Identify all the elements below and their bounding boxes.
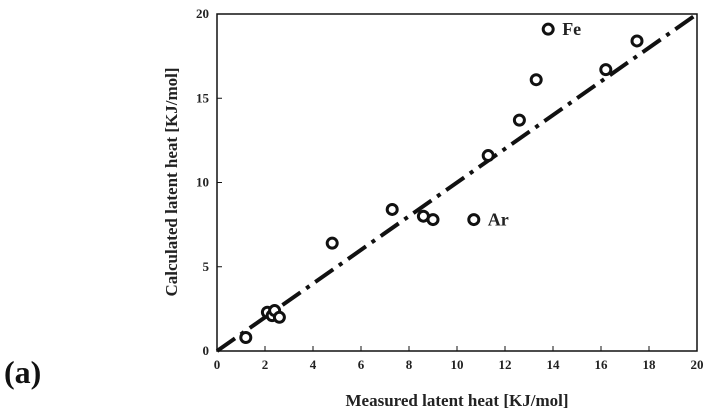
data-point [481,149,495,163]
x-tick-label: 8 [406,357,413,372]
y-axis-ticks: 0 5 10 15 20 [196,6,222,358]
data-point [467,213,481,227]
x-tick-label: 18 [643,357,657,372]
data-point [599,63,613,77]
data-point [630,34,644,48]
x-tick-label: 20 [691,357,704,372]
y-tick-label: 0 [203,343,210,358]
data-point [426,213,440,227]
y-tick-label: 10 [196,175,209,190]
y-axis-title: Calculated latent heat [KJ/mol] [162,68,181,297]
annotations: Fe Ar [488,19,581,229]
x-axis-title: Measured latent heat [KJ/mol] [345,391,568,410]
panel-label: (a) [4,354,41,390]
x-tick-label: 14 [547,357,561,372]
x-tick-label: 6 [358,357,365,372]
x-tick-label: 0 [214,357,221,372]
y-tick-label: 5 [203,259,210,274]
x-tick-label: 10 [451,357,464,372]
annotation-label: Fe [562,19,581,39]
data-point [325,236,339,250]
data-point [529,73,543,87]
data-points [239,22,644,345]
y-tick-label: 20 [196,6,209,21]
x-tick-label: 2 [262,357,269,372]
y-tick-label: 15 [196,90,210,105]
reference-line [215,12,699,353]
data-point [512,113,526,127]
data-point [272,310,286,324]
data-point [239,331,253,345]
data-point [541,22,555,36]
data-point [385,202,399,216]
x-axis-ticks: 0 2 4 6 8 10 12 14 16 18 20 [214,346,704,372]
x-tick-label: 4 [310,357,317,372]
annotation-label: Ar [488,210,509,230]
x-tick-label: 12 [499,357,512,372]
x-tick-label: 16 [595,357,609,372]
